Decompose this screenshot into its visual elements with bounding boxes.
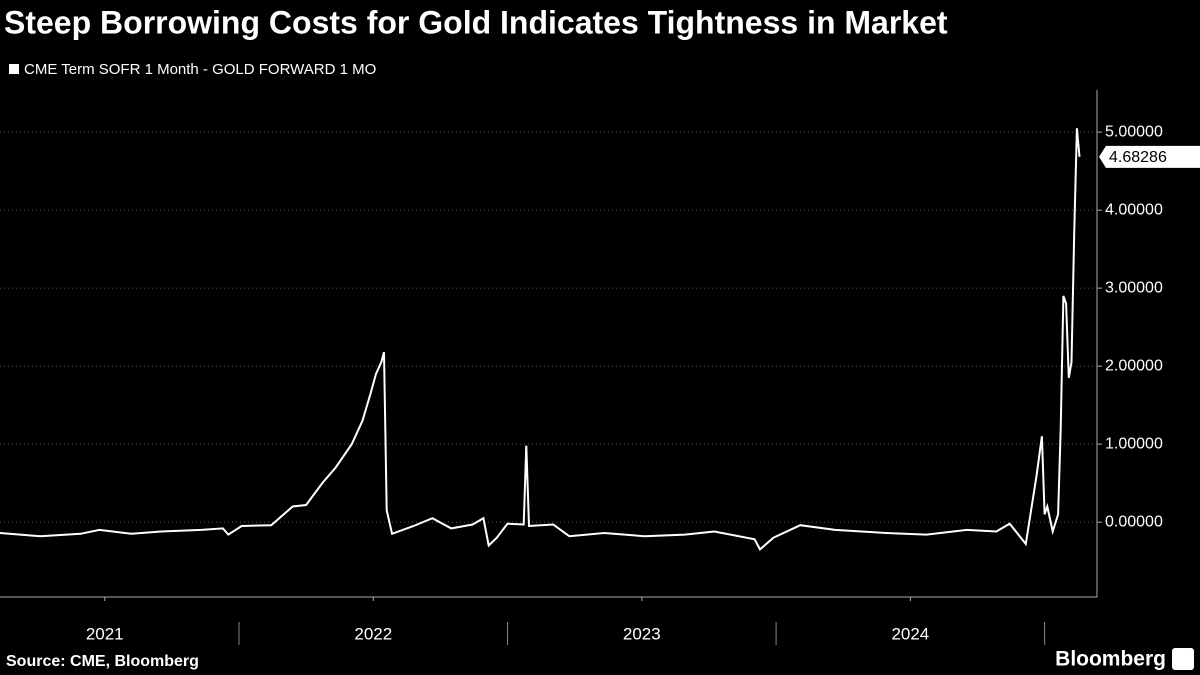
brand-icon bbox=[1172, 648, 1194, 670]
chart-title: Steep Borrowing Costs for Gold Indicates… bbox=[4, 4, 948, 40]
y-tick-label: 2.00000 bbox=[1105, 357, 1163, 374]
y-tick-label: 0.00000 bbox=[1105, 513, 1163, 530]
legend-label: CME Term SOFR 1 Month - GOLD FORWARD 1 M… bbox=[24, 61, 376, 78]
y-tick-label: 5.00000 bbox=[1105, 123, 1163, 140]
x-tick-label: 2022 bbox=[354, 624, 392, 643]
x-tick-label: 2024 bbox=[891, 624, 929, 643]
y-tick-label: 3.00000 bbox=[1105, 279, 1163, 296]
last-value-box bbox=[1099, 145, 1200, 168]
y-tick-label: 4.00000 bbox=[1105, 201, 1163, 218]
x-tick-label: 2023 bbox=[623, 624, 661, 643]
last-value-label: 4.68286 bbox=[1109, 149, 1167, 166]
legend-swatch bbox=[9, 64, 19, 74]
x-tick-label: 2021 bbox=[86, 624, 124, 643]
source: Source: CME, Bloomberg bbox=[6, 653, 199, 670]
y-tick-label: 1.00000 bbox=[1105, 435, 1163, 452]
line bbox=[0, 128, 1081, 551]
brand: Bloomberg bbox=[1055, 648, 1166, 671]
